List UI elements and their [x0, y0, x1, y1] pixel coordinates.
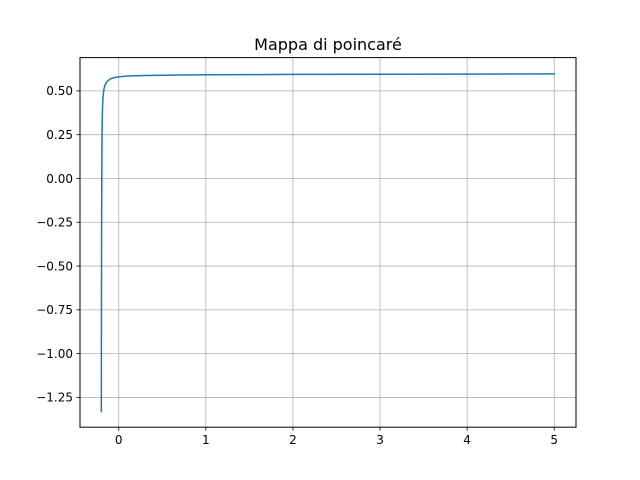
y-tick-label: −0.50: [36, 259, 73, 273]
y-axis: −1.25 −1.00 −0.75 −0.50 −0.25 0.00 0.25 0.50: [36, 84, 80, 405]
x-tick-label: 4: [463, 433, 471, 447]
y-tick-label: −0.25: [36, 216, 73, 230]
y-tick-label: 0.25: [46, 128, 73, 142]
series-line: [100, 73, 555, 413]
y-tick-label: 0.00: [46, 172, 73, 186]
y-tick-label: −0.75: [36, 303, 73, 317]
x-tick-label: 1: [202, 433, 210, 447]
x-tick-label: 0: [115, 433, 123, 447]
y-tick-label: 0.50: [46, 84, 73, 98]
y-tick-label: −1.25: [36, 391, 73, 405]
x-tick-label: 2: [289, 433, 297, 447]
x-axis: 0 1 2 3 4 5: [115, 427, 558, 447]
chart-title: Mappa di poincaré: [254, 35, 402, 54]
x-tick-label: 3: [376, 433, 384, 447]
grid: [80, 57, 576, 428]
y-tick-label: −1.00: [36, 347, 73, 361]
plot-area-frame: [79, 57, 577, 428]
x-tick-label: 5: [550, 433, 558, 447]
series-layer: [100, 73, 555, 413]
